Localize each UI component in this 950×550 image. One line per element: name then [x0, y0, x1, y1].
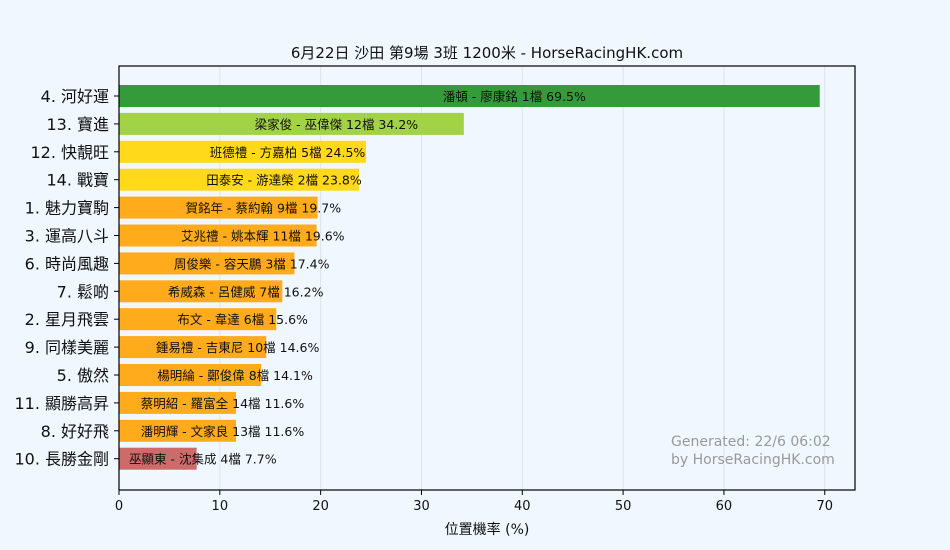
x-tick-label: 40 — [514, 499, 531, 514]
bar — [119, 168, 359, 191]
annotation-line-1: Generated: 22/6 06:02 — [671, 434, 831, 450]
bar-label: 梁家俊 - 巫偉傑 12檔 34.2% — [255, 117, 419, 132]
annotation-line-2: by HorseRacingHK.com — [671, 452, 835, 468]
bar — [119, 224, 317, 247]
bar — [119, 280, 283, 303]
y-tick-label: 11. 顯勝高昇 — [14, 394, 109, 413]
bar-label: 潘明輝 - 文家良 13檔 11.6% — [141, 424, 305, 439]
bar — [119, 419, 236, 442]
bar-label: 蔡明紹 - 羅富全 14檔 11.6% — [141, 396, 305, 411]
y-tick-label: 10. 長勝金剛 — [14, 450, 109, 469]
bar-label: 布文 - 韋達 6檔 15.6% — [177, 312, 308, 327]
y-tick-label: 7. 鬆啲 — [57, 282, 109, 301]
x-tick-label: 70 — [816, 499, 833, 514]
y-tick-label: 3. 運高八斗 — [25, 227, 109, 246]
bar-label: 賀銘年 - 蔡約翰 9檔 19.7% — [186, 201, 342, 216]
y-tick-label: 13. 寶進 — [46, 115, 109, 134]
plot-frame — [118, 65, 856, 491]
y-tick-label: 6. 時尚風趣 — [25, 254, 109, 273]
bar-label: 潘頓 - 廖康銘 1檔 69.5% — [443, 89, 586, 104]
bar-label: 班德禮 - 方嘉柏 5檔 24.5% — [210, 145, 366, 160]
y-tick-label: 5. 傲然 — [57, 366, 109, 385]
x-tick-label: 0 — [115, 499, 123, 514]
x-tick-label: 60 — [716, 499, 733, 514]
bar — [119, 85, 820, 107]
y-tick-label: 4. 河好運 — [41, 87, 109, 106]
bar — [119, 196, 318, 219]
y-tick-label: 8. 好好飛 — [41, 422, 109, 441]
bar — [119, 447, 197, 470]
bar-label: 田泰安 - 游達榮 2檔 23.8% — [206, 173, 362, 188]
bar — [119, 336, 267, 359]
bar-label: 楊明綸 - 鄭俊偉 8檔 14.1% — [157, 368, 313, 383]
chart-title: 6月22日 沙田 第9場 3班 1200米 - HorseRacingHK.co… — [291, 44, 683, 62]
bar-label: 周俊樂 - 容天鵬 3檔 17.4% — [174, 256, 330, 271]
bar — [119, 252, 295, 275]
y-tick-label: 1. 魅力寶駒 — [25, 199, 109, 218]
x-tick-label: 20 — [312, 499, 329, 514]
y-tick-label: 2. 星月飛雲 — [25, 310, 109, 329]
bar — [119, 112, 464, 135]
x-tick-label: 50 — [615, 499, 632, 514]
bar — [119, 140, 367, 163]
x-tick-label: 30 — [413, 499, 430, 514]
y-tick-label: 14. 戰寶 — [46, 171, 109, 190]
x-tick-label: 10 — [212, 499, 229, 514]
bar — [119, 391, 236, 414]
bar-label: 艾兆禮 - 姚本輝 11檔 19.6% — [181, 229, 345, 244]
y-tick-label: 12. 快靚旺 — [30, 143, 109, 162]
bar — [119, 364, 262, 386]
bar — [119, 308, 277, 331]
y-tick-label: 9. 同樣美麗 — [25, 338, 109, 357]
bar-label: 鍾易禮 - 吉東尼 10檔 14.6% — [156, 340, 320, 355]
bar-label: 希威森 - 呂健威 7檔 16.2% — [168, 284, 324, 299]
x-axis-label: 位置機率 (%) — [445, 521, 530, 538]
bar-label: 巫顯東 - 沈集成 4檔 7.7% — [129, 452, 277, 467]
